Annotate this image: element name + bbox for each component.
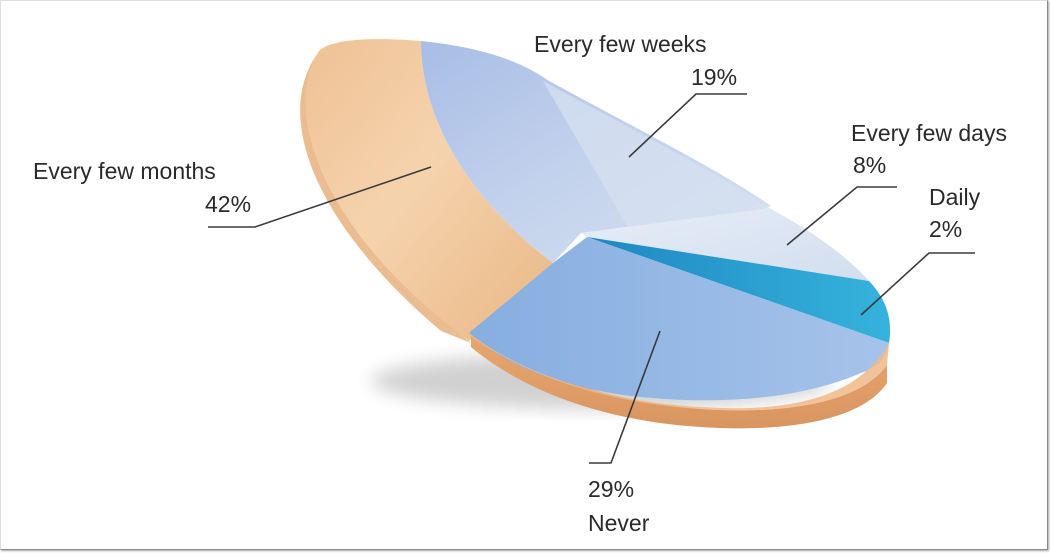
- label-every-few-weeks: Every few weeks: [534, 31, 707, 57]
- slice-never: [469, 237, 889, 401]
- slice-daily: [587, 237, 891, 343]
- slice-every-few-weeks-highlight: [543, 81, 771, 229]
- leader-every-few-months: [208, 166, 432, 228]
- value-never: 29%: [588, 476, 634, 502]
- leader-every-few-weeks: [628, 93, 747, 158]
- leader-never: [589, 330, 661, 464]
- value-every-few-days: 8%: [853, 152, 886, 178]
- label-never: Never: [588, 510, 650, 536]
- label-daily: Daily: [929, 184, 981, 210]
- slice-every-few-days: [581, 209, 869, 281]
- value-daily: 2%: [929, 216, 962, 242]
- value-every-few-weeks: 19%: [691, 64, 737, 90]
- leader-every-few-days: [786, 186, 897, 246]
- value-every-few-months: 42%: [205, 191, 251, 217]
- leader-daily: [860, 252, 975, 316]
- label-every-few-months: Every few months: [33, 158, 216, 184]
- label-every-few-days: Every few days: [851, 120, 1007, 146]
- slice-every-few-months: [305, 39, 553, 341]
